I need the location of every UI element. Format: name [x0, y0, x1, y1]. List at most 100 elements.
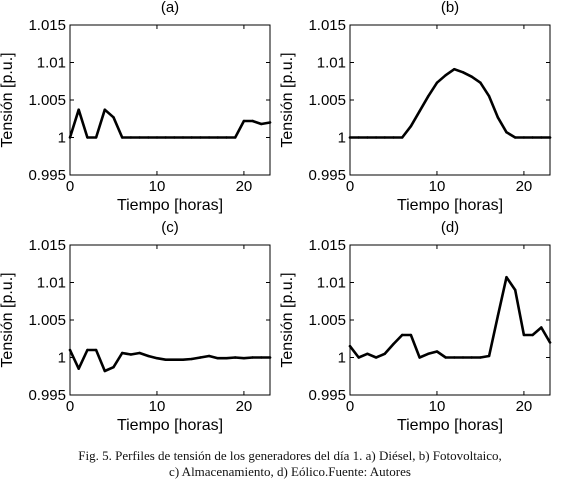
data-point [496, 116, 499, 119]
data-point [540, 136, 543, 139]
y-tick-label: 0.995 [308, 387, 346, 404]
data-point [548, 136, 552, 139]
data-point [479, 81, 482, 84]
x-tick-label: 20 [516, 178, 533, 195]
data-point [164, 358, 167, 361]
x-tick-label: 20 [236, 178, 253, 195]
data-point [147, 354, 150, 358]
data-point [348, 136, 352, 139]
data-point [461, 71, 465, 74]
chart-panel-a: (a) 0.995 1 1.005 1.01 1.015 0 10 20 Tiempo [hora… [0, 0, 272, 214]
y-tick-label: 1.01 [317, 55, 346, 72]
y-axis-label: Tensión [p.u.] [279, 272, 296, 367]
data-point [531, 136, 534, 139]
y-tick-label: 1.01 [37, 55, 66, 72]
panel-title: (c) [161, 219, 179, 236]
data-point [147, 136, 150, 139]
data-point [77, 108, 80, 111]
data-point [242, 119, 246, 123]
data-point [181, 136, 185, 139]
panel-title: (d) [441, 219, 459, 236]
data-point [207, 136, 211, 139]
data-point [260, 122, 263, 126]
x-tick-label: 10 [149, 178, 166, 195]
data-point [366, 352, 369, 355]
y-tick-label: 1 [338, 130, 346, 147]
data-point [234, 136, 237, 139]
data-point [173, 136, 176, 139]
data-point [470, 356, 473, 359]
data-point [531, 333, 534, 337]
data-point [225, 357, 228, 360]
series-line [348, 67, 552, 139]
data-point [242, 357, 246, 360]
axes-box [349, 24, 551, 176]
y-tick-label: 1.015 [308, 237, 346, 254]
data-point [86, 136, 89, 139]
x-axis-label: Tiempo [horas] [397, 197, 503, 214]
data-point [251, 119, 254, 123]
data-point [138, 136, 141, 139]
data-point [260, 356, 263, 359]
data-point [453, 356, 456, 359]
data-point [383, 352, 386, 355]
x-tick-label: 0 [346, 398, 354, 415]
data-point [121, 136, 124, 139]
y-tick-label: 1.015 [28, 237, 66, 254]
data-point [155, 357, 159, 360]
chart-panel-d: (d) 0.995 1 1.005 1.01 1.015 0 10 20 Tiempo [hora… [279, 219, 552, 434]
data-point [77, 367, 80, 370]
data-point [357, 356, 360, 359]
y-tick-label: 1 [338, 350, 346, 367]
data-point [268, 356, 272, 359]
x-tick-label: 10 [149, 398, 166, 415]
x-axis-label: Tiempo [horas] [117, 417, 223, 434]
panel-title: (b) [441, 0, 459, 16]
data-point [514, 288, 517, 292]
series-line [348, 275, 552, 359]
data-point [392, 342, 395, 346]
data-point [505, 131, 508, 134]
y-tick-label: 0.995 [28, 387, 66, 404]
data-point [548, 341, 552, 344]
data-point [138, 351, 141, 355]
data-point [444, 356, 447, 359]
data-point [435, 81, 439, 84]
y-tick-label: 1.01 [37, 275, 66, 292]
data-point [435, 350, 439, 353]
data-point [251, 356, 254, 359]
y-axis-label: Tensión [p.u.] [279, 52, 296, 147]
y-tick-label: 1.005 [28, 312, 66, 329]
x-tick-label: 20 [236, 398, 253, 415]
x-tick-label: 0 [346, 178, 354, 195]
data-point [418, 356, 421, 359]
caption-line-1: Fig. 5. Perfiles de tensión de los gener… [78, 448, 502, 463]
data-point [540, 326, 543, 329]
y-tick-label: 1.015 [308, 17, 346, 34]
data-point [505, 276, 508, 279]
data-point [383, 136, 386, 139]
data-point [401, 333, 404, 337]
data-point [164, 136, 167, 139]
y-axis-label: Tensión [p.u.] [0, 52, 16, 147]
data-point [487, 354, 491, 358]
data-point [357, 136, 360, 139]
data-point [461, 356, 465, 359]
figure-caption: Fig. 5. Perfiles de tensión de los gener… [0, 448, 580, 480]
x-tick-label: 10 [429, 178, 446, 195]
data-point [112, 366, 115, 369]
data-point [348, 345, 352, 348]
data-point [444, 74, 447, 77]
data-point [479, 356, 482, 359]
data-point [392, 136, 395, 139]
data-point [199, 136, 202, 139]
data-point [234, 356, 237, 359]
chart-panel-c: (c) 0.995 1 1.005 1.01 1.015 0 10 20 Tiempo [hora… [0, 219, 272, 434]
data-point [409, 333, 413, 337]
x-tick-label: 0 [66, 398, 74, 415]
data-point [225, 136, 228, 139]
x-axis-label: Tiempo [horas] [117, 197, 223, 214]
data-point [522, 333, 526, 337]
data-point [374, 356, 378, 359]
data-point [268, 121, 272, 124]
